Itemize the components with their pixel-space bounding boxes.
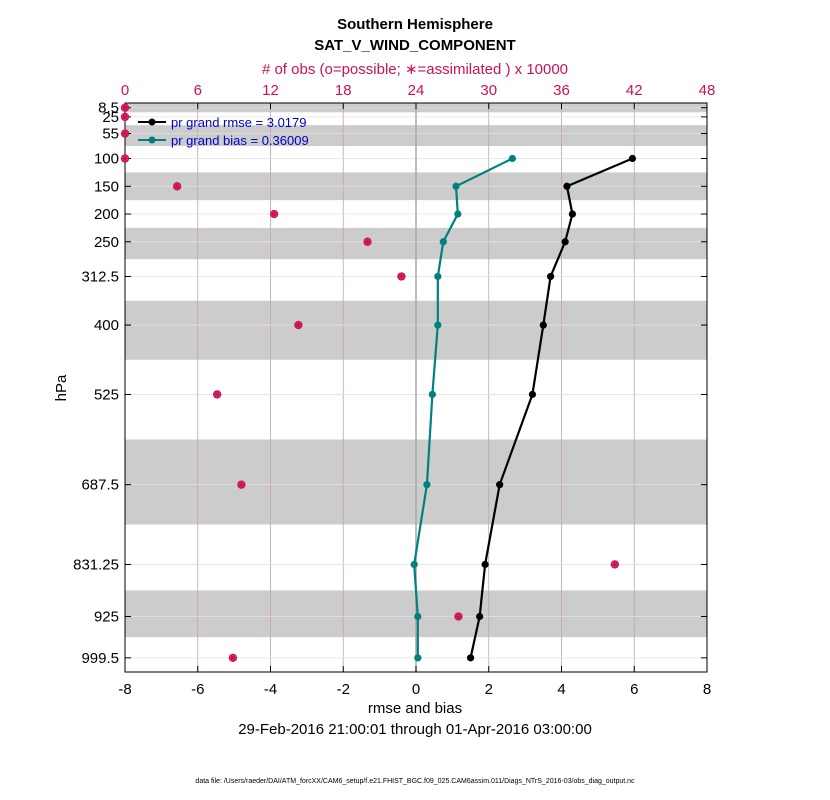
obs-assimilated-marker <box>121 112 129 121</box>
obs-assimilated-marker <box>237 480 246 489</box>
top-tick-label: 36 <box>553 82 570 99</box>
rmse-data-point <box>539 321 547 329</box>
date-range: 29-Feb-2016 21:00:01 through 01-Apr-2016… <box>238 721 592 738</box>
legend-rmse-marker <box>148 118 156 126</box>
rmse-data-point <box>528 390 537 399</box>
bias-data-point <box>410 560 418 569</box>
rmse-data-point <box>466 654 475 662</box>
top-tick-label: 30 <box>480 82 497 99</box>
obs-assimilated-marker <box>294 321 303 330</box>
y-tick-label: 150 <box>94 178 119 195</box>
legend: pr grand rmse = 3.0179 pr grand bias = 0… <box>138 115 309 148</box>
top-tick-label: 42 <box>626 82 643 99</box>
top-tick-label: 18 <box>335 82 352 99</box>
bias-data-point <box>508 154 516 163</box>
obs-assimilated-marker <box>213 390 222 399</box>
rmse-data-point <box>481 560 489 569</box>
x-tick-label: -2 <box>337 681 350 698</box>
y-tick-label: 400 <box>94 317 119 334</box>
chart-subtitle: SAT_V_WIND_COMPONENT <box>314 37 515 54</box>
y-tick-label: 312.5 <box>81 268 119 285</box>
obs-assimilated-marker <box>121 103 129 112</box>
obs-assimilated-marker <box>121 154 129 163</box>
series-lines <box>410 154 637 662</box>
x-tick-label: 8 <box>703 681 711 698</box>
bias-data-point <box>414 612 422 621</box>
x-tick-label: -6 <box>191 681 204 698</box>
x-tick-label: 2 <box>485 681 493 698</box>
rmse-data-point <box>476 612 484 621</box>
y-tick-label: 525 <box>94 386 119 403</box>
rmse-data-point <box>568 210 577 218</box>
y-tick-label: 687.5 <box>81 477 119 494</box>
rmse-data-point <box>561 238 569 246</box>
top-axis-label: # of obs (o=possible; ∗=assimilated ) x … <box>262 61 568 78</box>
obs-assimilated-marker <box>610 560 619 569</box>
x-tick-label: 6 <box>630 681 638 698</box>
x-tick-label: 0 <box>412 681 420 698</box>
y-axis-label: hPa <box>53 374 70 401</box>
y-tick-label: 250 <box>94 234 119 251</box>
obs-assimilated-marker <box>121 129 129 138</box>
x-tick-label: 4 <box>557 681 565 698</box>
y-tick-label: 25 <box>102 109 119 126</box>
rmse-data-point <box>546 272 555 281</box>
bias-data-point <box>414 654 422 662</box>
rmse-data-point <box>563 182 571 190</box>
y-tick-label: 100 <box>94 151 119 168</box>
x-tick-label: -8 <box>118 681 131 698</box>
y-tick-label: 8.5 <box>98 100 119 117</box>
legend-bias-label: pr grand bias = 0.36009 <box>171 133 309 148</box>
obs-assimilated-marker <box>228 653 237 662</box>
bias-data-point <box>434 272 442 281</box>
legend-bias-marker <box>148 136 156 144</box>
top-tick-label: 0 <box>121 82 129 99</box>
y-tick-label: 925 <box>94 608 119 625</box>
obs-count-markers <box>120 103 619 662</box>
rmse-data-point <box>496 481 504 489</box>
obs-assimilated-marker <box>270 210 279 219</box>
obs-assimilated-marker <box>454 612 463 621</box>
chart-title: Southern Hemisphere <box>337 16 493 33</box>
bias-data-point <box>434 321 442 329</box>
data-file-footnote: data file: /Users/raeder/DAI/ATM_forcXX/… <box>195 778 635 785</box>
y-tick-label: 200 <box>94 206 119 223</box>
legend-rmse-label: pr grand rmse = 3.0179 <box>171 115 307 130</box>
y-tick-label: 999.5 <box>81 650 119 667</box>
x-tick-label: -4 <box>264 681 277 698</box>
top-tick-label: 24 <box>408 82 425 99</box>
bias-data-point <box>439 238 447 246</box>
rmse-data-point <box>628 154 637 163</box>
y-tick-label: 831.25 <box>73 556 119 573</box>
bias-data-point <box>428 390 436 399</box>
bias-data-point <box>452 182 460 190</box>
top-tick-label: 12 <box>262 82 279 99</box>
axis-ticks: -8 -6 -4 -2 0 2 4 6 80 6 12 18 24 30 36 42 488.525551001… <box>73 82 715 698</box>
x-axis-label: rmse and bias <box>368 700 462 717</box>
top-tick-label: 6 <box>194 82 202 99</box>
bias-data-point <box>454 210 462 218</box>
obs-assimilated-marker <box>363 237 372 246</box>
obs-assimilated-marker <box>397 272 406 281</box>
bias-data-point <box>423 481 431 489</box>
obs-assimilated-marker <box>173 182 182 191</box>
top-tick-label: 48 <box>699 82 716 99</box>
y-tick-label: 55 <box>102 126 119 143</box>
